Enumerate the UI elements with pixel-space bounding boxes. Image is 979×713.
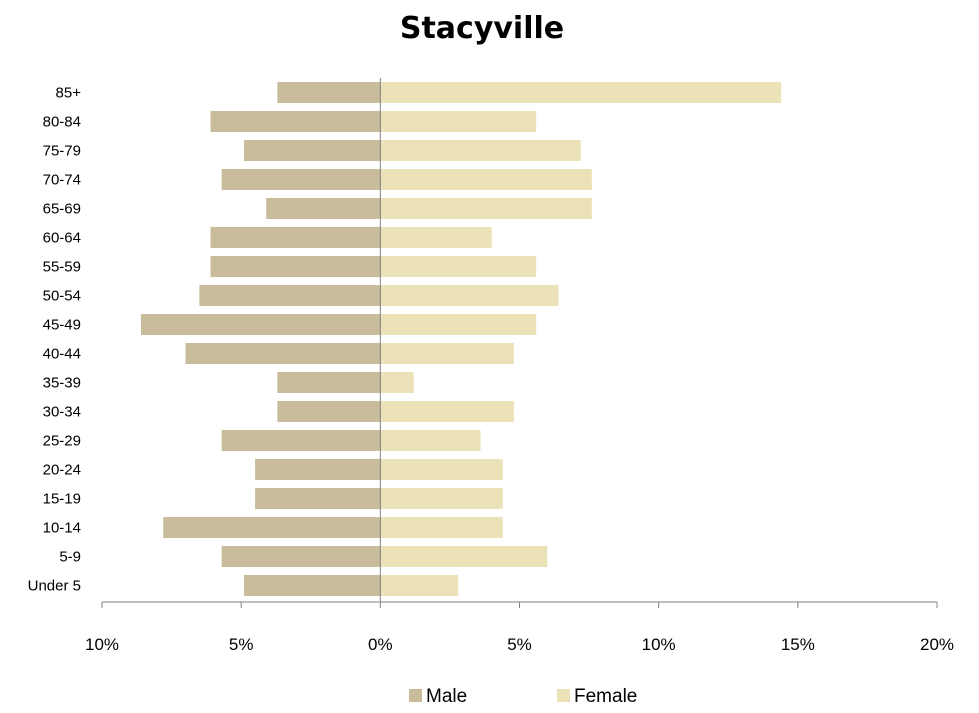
category-label: 75-79 (43, 143, 81, 160)
chart-title: Stacyville (400, 11, 564, 46)
category-label: 40-44 (43, 346, 81, 363)
category-label: 70-74 (43, 172, 81, 189)
category-label: 10-14 (43, 520, 81, 537)
x-tick-label: 5% (229, 635, 254, 654)
category-label: 45-49 (43, 317, 81, 334)
bar-male-40-44 (185, 343, 381, 364)
x-tick-label: 0% (368, 635, 393, 654)
bar-male-60-64 (210, 227, 381, 248)
bars-group (140, 82, 782, 596)
category-label: 80-84 (43, 114, 81, 131)
category-labels: Under 5 5-9 10-14 15-19 20-24 25-29 30-34 35-39… (28, 85, 82, 595)
bar-male-85+ (277, 82, 381, 103)
bar-female-65-69 (380, 198, 592, 219)
bar-female-85+ (380, 82, 782, 103)
legend-swatch-male (409, 689, 422, 702)
bar-male-65-69 (266, 198, 381, 219)
bar-female-20-24 (380, 459, 503, 480)
category-label: 15-19 (43, 491, 81, 508)
bar-male-55-59 (210, 256, 381, 277)
legend-label-female: Female (574, 686, 637, 707)
bar-male-30-34 (277, 401, 381, 422)
category-label: 50-54 (43, 288, 81, 305)
x-axis: 10% 5% 0% 5% 10% 15% 20% (85, 78, 954, 654)
bar-male-5-9 (221, 546, 381, 567)
category-label: 20-24 (43, 462, 81, 479)
category-label: 25-29 (43, 433, 81, 450)
legend-label-male: Male (426, 686, 467, 707)
bar-female-50-54 (380, 285, 559, 306)
category-label: Under 5 (28, 578, 81, 595)
bar-female-70-74 (380, 169, 592, 190)
bar-male-20-24 (255, 459, 381, 480)
bar-female-40-44 (380, 343, 514, 364)
bar-female-30-34 (380, 401, 514, 422)
bar-male-10-14 (163, 517, 381, 538)
bar-female-60-64 (380, 227, 492, 248)
category-label: 30-34 (43, 404, 81, 421)
x-tick-label: 10% (85, 635, 119, 654)
bar-female-25-29 (380, 430, 481, 451)
bar-female-55-59 (380, 256, 537, 277)
bar-female-80-84 (380, 111, 537, 132)
x-tick-label: 15% (781, 635, 815, 654)
category-label: 60-64 (43, 230, 81, 247)
bar-female-10-14 (380, 517, 503, 538)
bar-female-75-79 (380, 140, 581, 161)
bar-male-under-5 (243, 575, 381, 596)
bar-female-15-19 (380, 488, 503, 509)
bar-male-50-54 (199, 285, 381, 306)
bar-male-75-79 (243, 140, 381, 161)
legend: Male Female (409, 686, 637, 707)
category-label: 55-59 (43, 259, 81, 276)
category-label: 65-69 (43, 201, 81, 218)
bar-male-45-49 (140, 314, 381, 335)
bar-male-35-39 (277, 372, 381, 393)
bar-male-80-84 (210, 111, 381, 132)
legend-swatch-female (557, 689, 570, 702)
bar-female-5-9 (380, 546, 548, 567)
x-tick-label: 5% (507, 635, 532, 654)
bar-male-25-29 (221, 430, 381, 451)
category-label: 5-9 (59, 549, 81, 566)
category-label: 85+ (56, 85, 82, 102)
x-tick-label: 20% (920, 635, 954, 654)
category-label: 35-39 (43, 375, 81, 392)
x-tick-label: 10% (642, 635, 676, 654)
bar-male-15-19 (255, 488, 381, 509)
bar-female-45-49 (380, 314, 537, 335)
bar-female-35-39 (380, 372, 414, 393)
bar-male-70-74 (221, 169, 381, 190)
bar-female-under-5 (380, 575, 459, 596)
